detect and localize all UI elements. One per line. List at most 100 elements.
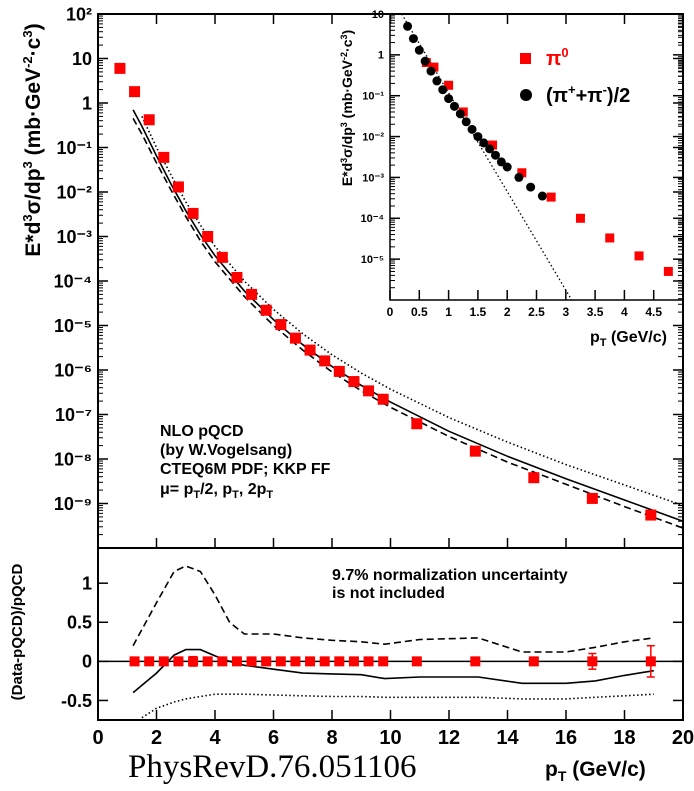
inset-curve-dotted (401, 13, 573, 301)
data-point-circle (479, 138, 489, 148)
data-point-square (261, 656, 272, 667)
inset-ytick-label: 10⁻⁴ (361, 213, 384, 225)
ratio-curve-solid (132, 648, 654, 694)
inset-panel: 10⁻⁵10⁻⁴10⁻³10⁻²10⁻¹11010²00.511.522.533… (361, 9, 684, 319)
data-point-square (348, 376, 360, 388)
data-point-circle (444, 94, 454, 104)
data-point-square (378, 656, 389, 667)
ratio-xtick-label: 16 (555, 727, 577, 749)
data-point-circle (537, 191, 547, 201)
data-point-square (469, 445, 481, 457)
data-point-circle (449, 101, 459, 111)
data-point-square (143, 114, 155, 126)
inset-xtick-label: 4 (621, 305, 628, 319)
data-point-circle (414, 45, 424, 55)
main-ylabel: E*d3σ/dp3 (mb·GeV-2·c3) (20, 23, 45, 256)
ratio-curve-dashed (132, 565, 654, 653)
ratio-curve-dotted (141, 693, 654, 719)
data-point-square (188, 656, 199, 667)
inset-legend: π0 (π++π-)/2 (520, 45, 630, 107)
data-point-square (363, 385, 375, 397)
data-point-square (246, 656, 257, 667)
data-point-square (517, 168, 527, 178)
main-ytick-label: 10⁻³ (56, 227, 92, 247)
data-point-circle (438, 85, 448, 95)
data-point-square (275, 319, 287, 331)
svg-text:pT (GeV/c): pT (GeV/c) (545, 758, 646, 784)
svg-text:μ= pT/2, pT, 2pT: μ= pT/2, pT, 2pT (160, 481, 273, 501)
data-point-square (546, 192, 556, 202)
ratio-xtick-label: 4 (209, 727, 221, 749)
data-point-square (158, 656, 169, 667)
data-point-square (319, 656, 330, 667)
data-point-circle (420, 56, 430, 66)
data-point-square (333, 365, 345, 377)
ratio-xtick-label: 2 (151, 727, 162, 749)
data-point-square (202, 656, 213, 667)
main-ytick-label: 10 (72, 49, 92, 69)
ratio-ytick-label: -0.5 (61, 691, 92, 711)
data-point-square (528, 472, 540, 484)
normalization-note: 9.7% normalization uncertainty is not in… (332, 567, 568, 602)
main-ytick-label: 10⁻⁴ (54, 271, 92, 291)
data-point-square (528, 656, 539, 667)
data-point-square (289, 332, 301, 344)
data-point-square (173, 656, 184, 667)
inset-xtick-label: 1.5 (470, 305, 487, 319)
ratio-xtick-label: 6 (268, 727, 279, 749)
data-point-circle (526, 182, 536, 192)
ratio-xtick-label: 20 (672, 727, 694, 749)
svg-text:π0: π0 (546, 45, 569, 70)
ratio-xtick-label: 10 (379, 727, 401, 749)
inset-ytick-label: 1 (378, 50, 384, 62)
inset-xtick-label: 1 (445, 305, 452, 319)
data-point-square (260, 304, 272, 316)
inset-xtick-label: 3.5 (587, 305, 604, 319)
main-ytick-label: 10⁻¹ (56, 138, 92, 158)
main-ytick-label: 1 (82, 93, 92, 113)
data-point-square (202, 231, 214, 242)
ratio-ylabel: (Data-pQCD)/pQCD (9, 564, 26, 701)
svg-text:pT (GeV/c): pT (GeV/c) (590, 329, 667, 349)
data-point-circle (455, 109, 465, 119)
data-point-circle (473, 132, 483, 142)
ratio-ytick-label: 1 (82, 573, 92, 593)
citation: PhysRevD.76.051106 (128, 749, 416, 785)
svg-text:E*d3σ/dp3 (mb·GeV-2·c3): E*d3σ/dp3 (mb·GeV-2·c3) (20, 23, 45, 256)
svg-text:E*d3σ/dp3 (mb·GeV-2·c3): E*d3σ/dp3 (mb·GeV-2·c3) (339, 30, 355, 186)
inset-ylabel: E*d3σ/dp3 (mb·GeV-2·c3) (339, 30, 355, 186)
data-point-circle (467, 124, 477, 134)
inset-ytick-label: 10⁻² (362, 131, 384, 143)
data-point-circle (514, 172, 524, 182)
data-point-square (319, 355, 331, 367)
main-ytick-label: 10⁻⁸ (54, 449, 92, 469)
data-point-square (587, 656, 598, 667)
main-ytick-label: 10² (66, 4, 92, 24)
main-xlabel: pT (GeV/c) (545, 758, 646, 784)
data-point-square (275, 656, 286, 667)
data-point-circle (408, 34, 418, 44)
normalization-line-1: 9.7% normalization uncertainty (332, 567, 568, 584)
ratio-xtick-label: 0 (92, 727, 103, 749)
data-point-square (377, 393, 389, 405)
data-point-circle (485, 144, 495, 154)
main-curve-solid (132, 109, 684, 522)
data-point-square (144, 656, 155, 667)
data-point-square (290, 656, 301, 667)
inset-xtick-label: 4.5 (645, 305, 662, 319)
data-point-square (172, 181, 184, 193)
data-point-square (411, 656, 422, 667)
data-point-square (158, 151, 170, 163)
data-point-circle (502, 162, 512, 172)
main-ytick-label: 10⁻⁷ (55, 405, 92, 425)
inset-ytick-label: 10⁻³ (362, 172, 384, 184)
data-point-square (217, 656, 228, 667)
data-point-square (488, 140, 498, 150)
data-point-circle (490, 150, 500, 160)
main-ytick-label: 10⁻⁵ (54, 316, 92, 336)
inset-xtick-label: 2.5 (528, 305, 545, 319)
legend-square-marker (520, 53, 531, 64)
data-point-circle (461, 117, 471, 127)
data-point-square (129, 656, 140, 667)
